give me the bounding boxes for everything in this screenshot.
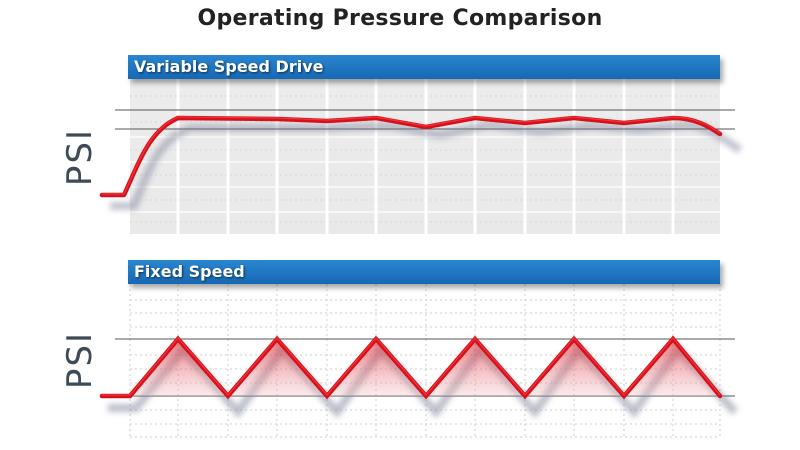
fixed-header-label: Fixed Speed — [134, 262, 245, 281]
vsd-header-bar: Variable Speed Drive — [128, 55, 720, 79]
fixed-pressure-line — [99, 335, 723, 400]
vsd-header-label: Variable Speed Drive — [134, 57, 324, 76]
page-title: Operating Pressure Comparison — [197, 6, 603, 31]
fixed-header-bar: Fixed Speed — [128, 260, 720, 284]
fixed-grid-area — [130, 284, 720, 439]
fixed-y-axis-label: PSI — [60, 330, 100, 390]
